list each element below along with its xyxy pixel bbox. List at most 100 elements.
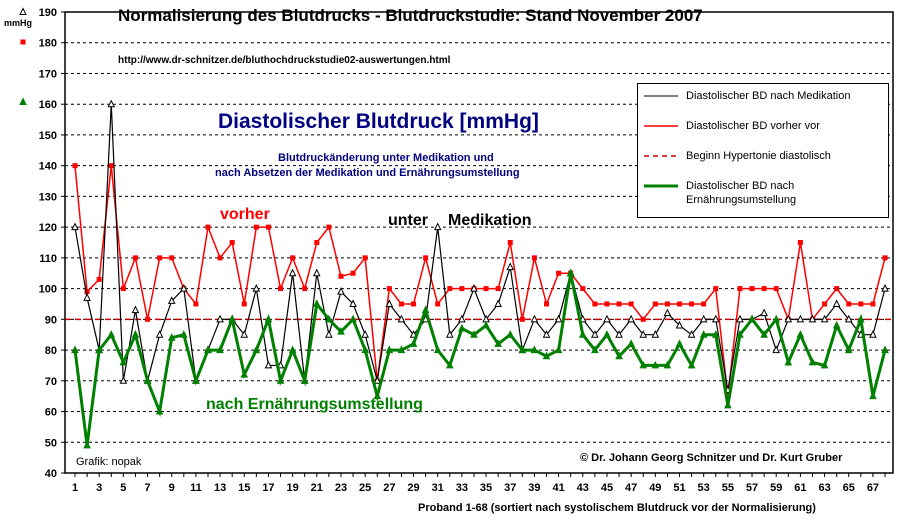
ernaehrung-point: [180, 330, 188, 338]
vorher-point: [592, 301, 598, 307]
x-tick-label: 39: [528, 482, 540, 494]
ernaehrung-point: [192, 376, 200, 384]
x-tick-label: 43: [577, 482, 589, 494]
ernaehrung-point: [857, 314, 865, 323]
medikation-point: [736, 314, 744, 323]
vorher-point: [205, 224, 211, 230]
ernaehrung-point: [107, 330, 116, 338]
medikation-point: [216, 314, 224, 323]
vorher-point: [664, 301, 670, 307]
ernaehrung-point: [421, 305, 430, 314]
vorher-point: [423, 255, 429, 261]
vorher-point: [217, 255, 223, 261]
ernaehrung-point: [83, 440, 91, 449]
medikation-point: [494, 299, 502, 307]
y-tick-label: 70: [45, 376, 57, 388]
x-tick-label: 53: [698, 482, 710, 494]
annotation-medikation: Medikation: [448, 212, 532, 229]
y-tick-label: 180: [39, 38, 57, 50]
ernaehrung-point: [578, 330, 587, 338]
medikation-point: [711, 314, 720, 323]
x-tick-label: 35: [480, 482, 492, 494]
ernaehrung-point: [312, 299, 321, 307]
vorher-point: [544, 301, 550, 307]
x-tick-label: 23: [335, 482, 347, 494]
vorher-point: [640, 316, 646, 322]
ernaehrung-point: [119, 357, 128, 366]
medikation-point: [699, 314, 708, 323]
ernaehrung-point: [288, 345, 297, 354]
y-tick-label: 90: [45, 314, 57, 326]
ernaehrung-point: [361, 345, 369, 354]
ernaehrung-point: [699, 330, 708, 338]
y-tick-label: 80: [45, 345, 57, 357]
subtitle-line-2: nach Absetzen der Medikation und Ernähru…: [215, 167, 520, 179]
medikation-point: [361, 330, 369, 338]
ernaehrung-point: [808, 357, 817, 366]
annotation-unter: unter: [388, 212, 428, 229]
annotation-copyright: © Dr. Johann Georg Schnitzer und Dr. Kur…: [580, 452, 843, 464]
y-tick-label: 120: [39, 222, 57, 234]
vorher-point: [290, 255, 296, 261]
vorher-point: [822, 301, 828, 307]
vorher-point: [858, 301, 864, 307]
y-tick-label: 130: [39, 191, 57, 203]
medikation-point: [603, 314, 611, 323]
medikation-point: [651, 330, 660, 338]
ernaehrung-point: [687, 360, 696, 369]
x-tick-label: 51: [673, 482, 685, 494]
medikation-point: [591, 330, 599, 338]
medikation-point: [240, 330, 249, 338]
ernaehrung-point: [772, 314, 781, 323]
x-tick-label: 37: [504, 482, 516, 494]
vorher-point: [483, 286, 489, 292]
chart-title: Normalisierung des Blutdrucks - Blutdruc…: [118, 6, 703, 25]
x-tick-label: 45: [601, 482, 613, 494]
x-tick-label: 27: [383, 482, 395, 494]
medikation-point: [639, 330, 648, 338]
vorher-point: [580, 286, 586, 292]
vorher-point: [519, 316, 525, 322]
ernaehrung-point: [252, 345, 261, 354]
x-tick-label: 5: [120, 482, 126, 494]
x-tick-label: 17: [262, 482, 274, 494]
ernaehrung-point: [300, 376, 309, 384]
ernaehrung-point: [832, 320, 841, 329]
x-tick-label: 29: [407, 482, 419, 494]
medikation-point: [264, 360, 273, 369]
medikation-point: [808, 314, 817, 323]
vorher-point: [749, 286, 755, 292]
medikation-point: [445, 330, 454, 338]
medikation-point: [71, 222, 79, 231]
ernaehrung-point: [651, 360, 660, 369]
vorher-point: [677, 301, 682, 307]
ernaehrung-point: [639, 360, 648, 369]
x-tick-label: 59: [770, 482, 782, 494]
vorher-point: [302, 286, 308, 292]
ernaehrung-point: [748, 314, 756, 323]
vorher-point: [459, 286, 465, 292]
medikation-point: [506, 262, 515, 271]
medikation-point: [155, 330, 164, 338]
medikation-point: [554, 314, 563, 323]
ernaehrung-point: [820, 360, 829, 369]
ernaehrung-point: [506, 330, 515, 338]
legend-label: Diastolischer BD nach Medikation: [686, 90, 851, 102]
ernaehrung-point: [131, 330, 140, 338]
x-tick-label: 67: [867, 482, 879, 494]
ernaehrung-point: [760, 330, 768, 338]
ernaehrung-point: [591, 345, 599, 354]
x-tick-label: 7: [144, 482, 150, 494]
x-tick-label: 47: [625, 482, 637, 494]
x-tick-label: 15: [238, 482, 250, 494]
chart-url: http://www.dr-schnitzer.de/bluthochdruck…: [118, 55, 451, 66]
vorher-point: [447, 286, 453, 292]
vorher-point: [725, 393, 731, 399]
vorher-point: [253, 224, 259, 230]
vorher-point: [120, 286, 126, 292]
vorher-point: [411, 301, 417, 307]
vorher-point: [84, 289, 90, 295]
ernaehrung-point: [337, 327, 345, 335]
medikation-point: [373, 376, 382, 384]
ernaehrung-point: [494, 339, 502, 347]
